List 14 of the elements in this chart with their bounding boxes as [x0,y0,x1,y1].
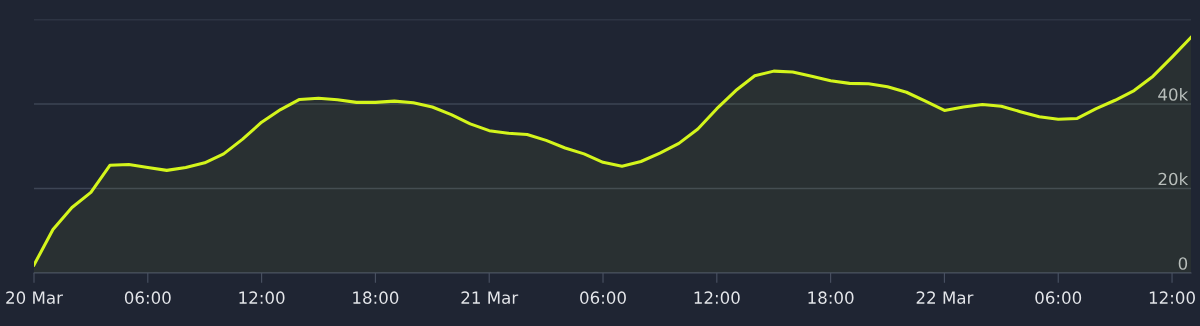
x-tick-label: 06:00 [1035,291,1082,304]
x-tick-label: 21 Mar [461,291,519,304]
x-tick-label: 12:00 [1149,291,1195,304]
x-tick-label: 06:00 [580,291,626,304]
y-tick-label: 40k [1158,87,1189,101]
x-tick-label: 06:00 [124,291,171,304]
x-tick-label: 18:00 [353,291,399,304]
y-tick-label: 20k [1158,172,1189,186]
x-tick-label: 18:00 [808,291,854,304]
x-tick-label: 22 Mar [916,291,974,304]
x-tick-label: 12:00 [694,291,740,304]
x-tick-label: 12:00 [239,291,285,304]
y-tick-label: 0 [1178,257,1188,270]
x-tick-label: 20 Mar [6,291,63,304]
